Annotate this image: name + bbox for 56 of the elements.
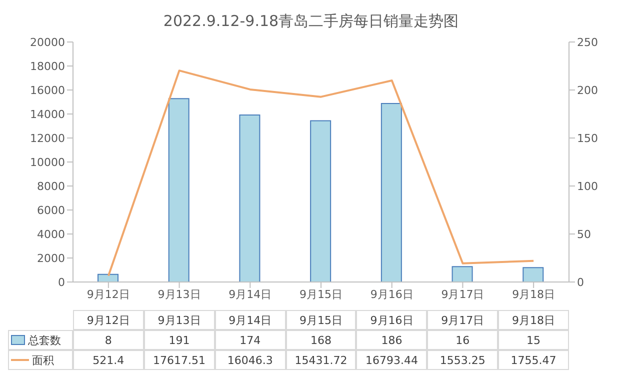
bar xyxy=(239,114,260,282)
x-tick-label: 9月12日 xyxy=(86,288,130,301)
y-tick-label: 20000 xyxy=(30,36,65,49)
legend-label: 总套数 xyxy=(28,332,61,348)
data-label: 16046.3 xyxy=(214,350,286,370)
data-label: 191 xyxy=(144,330,215,350)
bar xyxy=(522,267,544,282)
y-tick-label: 6000 xyxy=(37,204,65,217)
legend-label: 面积 xyxy=(32,352,54,368)
y-tick-label: 10000 xyxy=(30,156,65,169)
chart-title: 2022.9.12-9.18青岛二手房每日销量走势图 xyxy=(162,11,460,32)
y-tick-label: 4000 xyxy=(37,228,65,241)
line-series xyxy=(107,70,535,277)
x-tick-label: 9月15日 xyxy=(300,288,342,301)
data-label: 16 xyxy=(427,330,498,350)
category-label: 9月14日 xyxy=(228,314,272,326)
y-tick-label: 14000 xyxy=(30,108,65,121)
x-tick-label: 9月13日 xyxy=(158,288,201,301)
data-label: 168 xyxy=(286,330,356,350)
category-label: 9月15日 xyxy=(299,314,342,326)
x-tick-label: 9月18日 xyxy=(512,288,556,301)
y-tick-label: 0 xyxy=(58,276,65,289)
data-label: 17617.51 xyxy=(144,350,215,370)
category-label: 9月12日 xyxy=(86,314,130,326)
data-label: 174 xyxy=(214,330,286,350)
x-tick-label: 9月16日 xyxy=(370,288,414,301)
y-tick-label: 12000 xyxy=(30,132,65,145)
category-label: 9月18日 xyxy=(512,314,555,326)
data-label: 8 xyxy=(73,330,144,350)
y2-tick-label: 0 xyxy=(577,276,584,289)
bar xyxy=(380,102,402,282)
y2-tick-label: 100 xyxy=(577,180,598,193)
data-label: 15 xyxy=(498,330,569,350)
category-label: 9月16日 xyxy=(370,314,414,326)
bar xyxy=(310,120,332,282)
bar xyxy=(98,274,118,282)
y2-tick-label: 50 xyxy=(577,228,591,241)
data-label: 15431.72 xyxy=(286,350,356,370)
category-label: 9月13日 xyxy=(158,314,201,326)
y2-tick-label: 150 xyxy=(577,132,598,145)
y2-tick-label: 250 xyxy=(577,36,598,49)
x-tick-label: 9月14日 xyxy=(228,288,272,301)
y-tick-label: 2000 xyxy=(37,252,65,265)
y-tick-label: 18000 xyxy=(30,60,65,73)
data-label: 1553.25 xyxy=(427,350,498,370)
y-tick-label: 16000 xyxy=(30,84,65,97)
bar xyxy=(452,266,473,282)
data-label: 521.4 xyxy=(73,350,144,370)
data-label: 16793.44 xyxy=(356,350,428,370)
x-tick-label: 9月17日 xyxy=(441,288,484,301)
category-label: 9月17日 xyxy=(441,314,484,326)
y-tick-label: 8000 xyxy=(37,180,65,193)
bar xyxy=(168,98,190,282)
data-label: 1755.47 xyxy=(498,350,569,370)
y2-tick-label: 200 xyxy=(577,84,598,97)
data-label: 186 xyxy=(356,330,428,350)
